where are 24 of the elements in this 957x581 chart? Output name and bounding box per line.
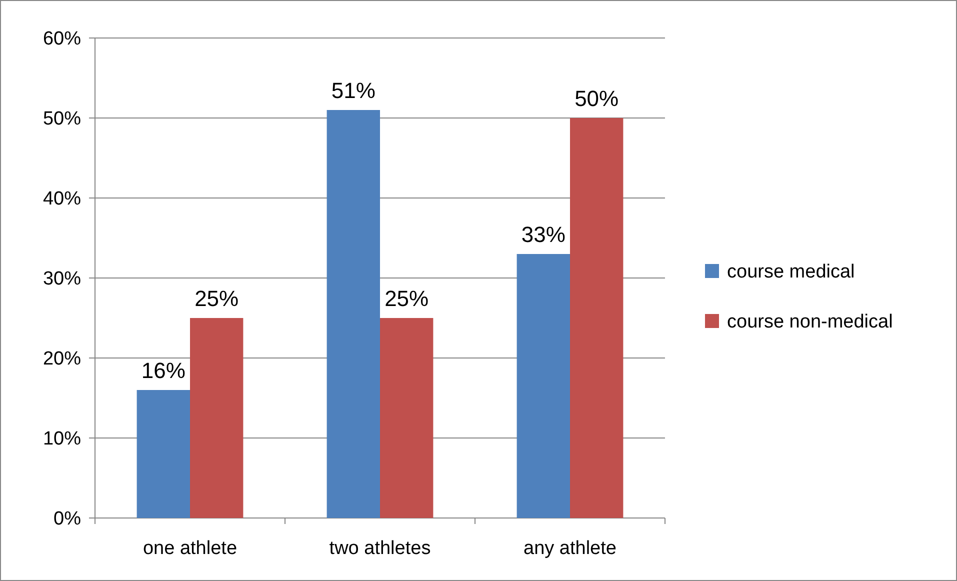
legend-label: course medical [727,262,855,283]
bar [570,118,624,518]
x-tick-label: any athlete [524,538,616,559]
data-label: 25% [384,286,429,311]
x-tick-label: one athlete [142,538,238,559]
y-tick-label: 60% [42,28,82,50]
bar [136,390,190,518]
y-tick-label: 20% [42,348,82,370]
y-tick-label: 40% [42,188,82,210]
y-tick-label: 10% [42,428,82,450]
legend-label: course non-medical [727,312,893,333]
y-tick-label: 30% [42,268,82,290]
y-tick-label: 50% [42,108,82,130]
bar [326,110,380,518]
bar [190,318,244,518]
x-tick-label: two athletes [329,538,431,559]
data-label: 33% [521,222,566,247]
y-tick-label: 0% [54,508,82,530]
data-label: 25% [194,286,239,311]
bar [516,254,570,518]
data-label: 50% [574,86,619,111]
data-label: 51% [331,78,376,103]
bar [380,318,434,518]
data-label: 16% [141,358,186,383]
